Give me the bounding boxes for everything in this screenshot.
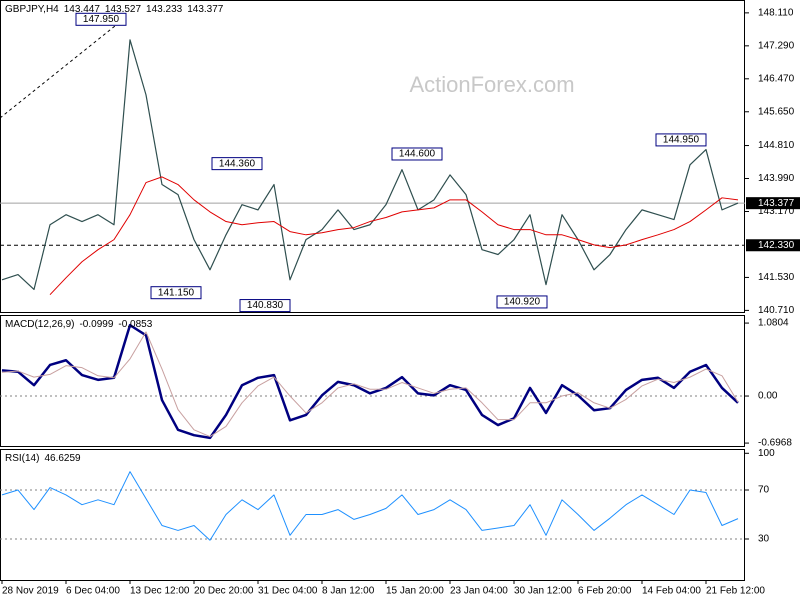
x-tick-label: 30 Jan 12:00 bbox=[514, 586, 572, 597]
annotation-box bbox=[150, 286, 202, 300]
annotation-box bbox=[239, 299, 291, 313]
price-label-box bbox=[746, 239, 800, 252]
y-tick-label: 146.470 bbox=[758, 73, 795, 84]
y-tick-label: 147.290 bbox=[758, 40, 795, 51]
x-tick-label: 13 Dec 12:00 bbox=[130, 586, 190, 597]
x-tick-label: 8 Jan 12:00 bbox=[322, 586, 375, 597]
y-tick-label: 143.170 bbox=[758, 206, 795, 217]
reading: 143.447 bbox=[64, 4, 101, 15]
reading: 143.527 bbox=[105, 4, 142, 15]
annotation-box bbox=[75, 12, 127, 26]
x-tick-label: 6 Feb 20:00 bbox=[578, 586, 632, 597]
y-tick-label: -0.6968 bbox=[758, 438, 792, 449]
series-line bbox=[1, 331, 739, 438]
reading: -0.0853 bbox=[118, 319, 152, 330]
annotation-label: 144.600 bbox=[399, 149, 436, 160]
y-tick-label: 143.990 bbox=[758, 173, 795, 184]
reading: -0.0999 bbox=[79, 319, 113, 330]
annotation-box bbox=[496, 295, 548, 309]
y-tick-label: 30 bbox=[758, 534, 770, 545]
y-tick-label: 145.650 bbox=[758, 106, 795, 117]
annotation-label: 140.920 bbox=[504, 297, 541, 308]
panel-frame bbox=[0, 315, 745, 447]
price-label: 143.377 bbox=[758, 198, 795, 209]
x-tick-label: 23 Jan 04:00 bbox=[450, 586, 508, 597]
series-line bbox=[1, 323, 739, 440]
reading: 143.233 bbox=[146, 4, 183, 15]
title-text: MACD(12,26,9) bbox=[5, 319, 74, 330]
annotation-box bbox=[655, 133, 707, 147]
reading: 46.6259 bbox=[44, 453, 81, 464]
title-text: RSI(14) bbox=[5, 453, 39, 464]
y-tick-label: 1.0804 bbox=[758, 318, 789, 329]
y-tick-label: 140.710 bbox=[758, 305, 795, 316]
panel-title: GBPJPY,H4 143.447 143.527 143.233 143.377 bbox=[5, 4, 224, 15]
panel-frame bbox=[0, 0, 745, 313]
panel-frame bbox=[0, 449, 745, 581]
panel-title: MACD(12,26,9) -0.0999 -0.0853 bbox=[5, 319, 153, 330]
y-tick-label: 70 bbox=[758, 485, 770, 496]
annotation-label: 141.150 bbox=[158, 287, 195, 298]
y-tick-label: 141.530 bbox=[758, 272, 795, 283]
price-label: 142.330 bbox=[758, 240, 795, 251]
annotation-label: 144.950 bbox=[663, 135, 700, 146]
watermark: ActionForex.com bbox=[409, 72, 574, 97]
annotation-label: 144.360 bbox=[219, 158, 256, 169]
x-tick-label: 21 Feb 12:00 bbox=[706, 586, 765, 597]
price-label-box bbox=[746, 197, 800, 210]
series-line bbox=[1, 471, 739, 541]
x-tick-label: 15 Jan 20:00 bbox=[386, 586, 444, 597]
annotation-box bbox=[391, 147, 443, 161]
y-tick-label: 144.810 bbox=[758, 140, 795, 151]
x-tick-label: 31 Dec 04:00 bbox=[258, 586, 318, 597]
panel-title: RSI(14) 46.6259 bbox=[5, 453, 81, 464]
y-tick-label: 100 bbox=[758, 448, 775, 459]
series-line bbox=[1, 39, 739, 291]
y-tick-label: 148.110 bbox=[758, 8, 794, 19]
x-tick-label: 6 Dec 04:00 bbox=[66, 586, 120, 597]
series-line bbox=[49, 176, 739, 296]
y-tick-label: 0.00 bbox=[758, 391, 778, 402]
x-tick-label: 20 Dec 20:00 bbox=[194, 586, 254, 597]
trend-line bbox=[0, 17, 126, 119]
annotation-label: 147.950 bbox=[83, 14, 120, 25]
x-tick-label: 28 Nov 2019 bbox=[2, 586, 59, 597]
title-text: GBPJPY,H4 bbox=[5, 4, 59, 15]
annotation-label: 140.830 bbox=[247, 300, 284, 311]
reading: 143.377 bbox=[187, 4, 224, 15]
x-tick-label: 14 Feb 04:00 bbox=[642, 586, 701, 597]
annotation-box bbox=[211, 157, 263, 171]
